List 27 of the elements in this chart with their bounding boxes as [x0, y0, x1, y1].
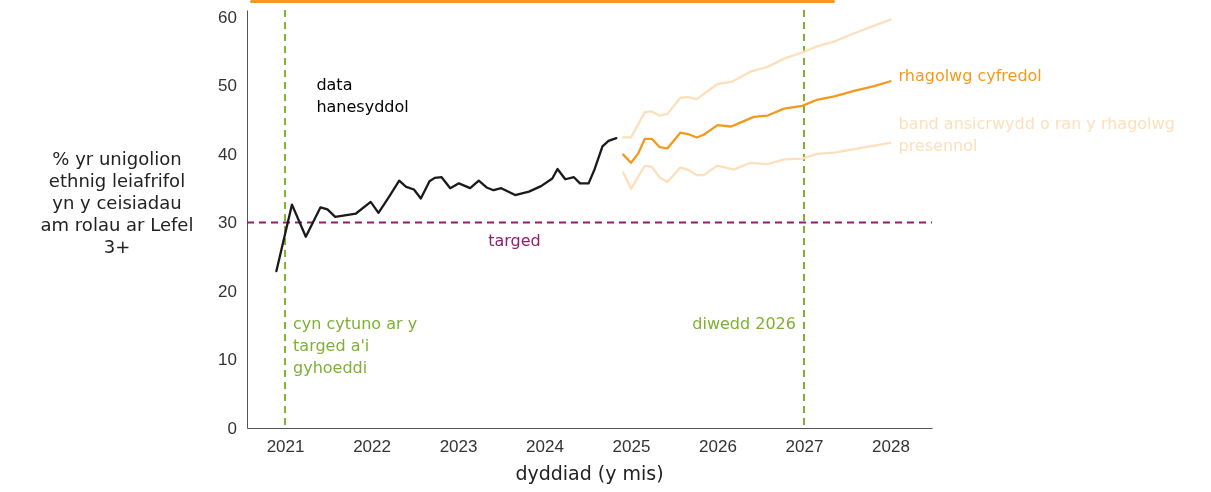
text: data hanesyddol	[316, 75, 409, 117]
x-tick-label: 2028	[872, 437, 910, 457]
y-tick-label: 50	[218, 76, 237, 96]
y-tick-label: 20	[218, 281, 237, 301]
series-label: rhagolwg cyfredol	[898, 66, 1042, 86]
line-series	[622, 80, 892, 164]
y-tick-label: 10	[218, 350, 237, 370]
y-axis-title: % yr unigolion ethnig leiafrifol yn y ceisiadau am rolau ar Lefel 3+	[40, 148, 194, 257]
y-tick-label: 40	[218, 144, 237, 164]
x-tick-label: 2023	[439, 437, 478, 457]
x-tick-label: 2024	[526, 437, 564, 457]
x-tick-label: 2021	[266, 437, 305, 457]
x-axis-title: dyddiad (y mis)	[515, 462, 664, 484]
x-tick-label: 2022	[353, 437, 391, 457]
y-tick-label: 30	[218, 213, 237, 233]
line-series	[622, 141, 892, 190]
ref-line-label: diwedd 2026	[692, 313, 796, 333]
line-series	[275, 136, 618, 273]
y-tick-label: 0	[227, 418, 237, 438]
x-tick-label: 2027	[785, 437, 824, 457]
ref-line-label: targed	[488, 231, 541, 251]
ref-line-label: cyn cytuno ar y targed a'i gyhoeddi	[293, 313, 418, 377]
x-tick-label: 2026	[699, 437, 737, 457]
series-label: band ansicrwydd o ran y rhagolwg presennol	[898, 113, 1175, 155]
x-tick-label: 2025	[612, 437, 651, 457]
line-series	[622, 18, 892, 139]
y-tick-label: 60	[218, 7, 237, 27]
